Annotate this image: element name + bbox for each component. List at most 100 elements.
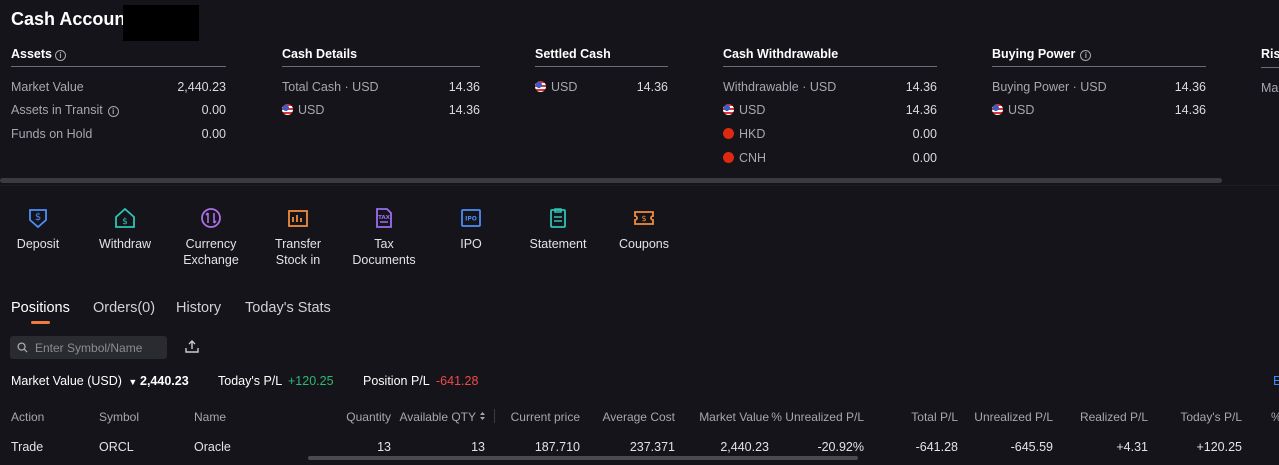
action-label: Deposit xyxy=(16,237,60,251)
col-total-pl[interactable]: Total P/L xyxy=(911,410,958,424)
col-market-value[interactable]: Market Value xyxy=(699,410,769,424)
cell-todays-pl: +120.25 xyxy=(1196,440,1242,454)
position-pl-value: -641.28 xyxy=(436,374,479,388)
transfer-stock-icon xyxy=(288,210,308,227)
action-label: Stock in xyxy=(275,253,321,267)
hk-flag-icon xyxy=(723,128,734,139)
risk-row-label: Mar xyxy=(1261,81,1279,95)
page-title: Cash Account xyxy=(11,9,132,29)
col-pct-unrealized[interactable]: % Unrealized P/L xyxy=(771,410,864,424)
search-box[interactable] xyxy=(10,336,167,359)
ipo-button[interactable]: IPO IPO xyxy=(428,206,514,252)
buying-power-row-label: USD xyxy=(1008,103,1035,117)
risk-section-clipped: Risk Mar xyxy=(1261,47,1279,157)
action-label: Statement xyxy=(529,237,587,251)
deposit-icon: $ xyxy=(29,209,47,229)
market-value-summary[interactable]: Market Value (USD) ▼ xyxy=(11,374,137,388)
tax-documents-button[interactable]: TAX Tax Documents xyxy=(341,206,427,268)
active-tab-indicator xyxy=(31,321,50,324)
deposit-button[interactable]: $ Deposit xyxy=(0,206,81,252)
withdraw-icon: $ xyxy=(115,207,135,228)
svg-text:$: $ xyxy=(641,214,646,223)
trade-link[interactable]: Trade xyxy=(11,440,44,454)
cash-details-row-label: USD xyxy=(298,103,325,117)
column-divider xyxy=(494,409,495,423)
horizontal-scrollbar[interactable] xyxy=(0,178,1222,183)
export-icon[interactable] xyxy=(185,340,199,354)
cn-flag-icon xyxy=(723,152,734,163)
assets-row-label: Assets in Transit xyxy=(11,103,103,117)
cash-withdrawable-heading: Cash Withdrawable xyxy=(723,47,839,61)
cell-quantity: 13 xyxy=(377,440,391,454)
assets-row-label: Market Value xyxy=(11,80,84,94)
statement-button[interactable]: Statement xyxy=(515,206,601,252)
divider xyxy=(535,66,668,67)
search-input[interactable] xyxy=(35,339,163,356)
cell-symbol: ORCL xyxy=(99,440,134,454)
market-value-label: Market Value (USD) xyxy=(11,374,122,388)
divider xyxy=(723,66,937,67)
col-unrealized-pl[interactable]: Unrealized P/L xyxy=(974,410,1053,424)
info-icon[interactable]: i xyxy=(107,106,119,117)
info-icon[interactable]: i xyxy=(55,50,66,61)
col-realized-pl[interactable]: Realized P/L xyxy=(1079,410,1148,424)
action-label: Documents xyxy=(352,253,416,267)
settled-cash-heading: Settled Cash xyxy=(535,47,611,61)
withdrawable-row-value: 14.36 xyxy=(905,103,937,117)
svg-text:$: $ xyxy=(122,217,128,227)
divider xyxy=(282,66,480,67)
edit-link[interactable]: E xyxy=(1273,374,1279,388)
cell-total-pl: -641.28 xyxy=(915,440,958,454)
col-pct-clipped: % xyxy=(1271,410,1279,424)
withdrawable-row-label: USD xyxy=(739,103,766,117)
table-horizontal-scrollbar[interactable] xyxy=(308,456,858,460)
withdrawable-row-label: CNH xyxy=(739,151,767,165)
redacted-account-id xyxy=(123,5,199,41)
currency-exchange-button[interactable]: Currency Exchange xyxy=(168,206,254,268)
us-flag-icon xyxy=(723,104,734,115)
svg-text:$: $ xyxy=(35,212,41,223)
withdraw-button[interactable]: $ Withdraw xyxy=(82,206,168,252)
col-todays-pl[interactable]: Today's P/L xyxy=(1180,410,1242,424)
cash-details-row-value: 14.36 xyxy=(448,103,480,117)
cell-current-price: 187.710 xyxy=(534,440,580,454)
settled-cash-row-value: 14.36 xyxy=(636,80,668,94)
coupons-icon: $ xyxy=(634,211,654,225)
col-available-qty[interactable]: Available QTY xyxy=(399,410,476,424)
buying-power-heading: Buying Power i xyxy=(992,47,1092,61)
action-label: Withdraw xyxy=(98,237,152,251)
cell-realized-pl: +4.31 xyxy=(1116,440,1148,454)
coupons-button[interactable]: $ Coupons xyxy=(601,206,687,252)
buying-power-row-value: 14.36 xyxy=(1174,103,1206,117)
col-symbol: Symbol xyxy=(99,410,140,424)
svg-text:IPO: IPO xyxy=(465,216,477,223)
col-quantity[interactable]: Quantity xyxy=(346,410,391,424)
todays-pl-label: Today's P/L xyxy=(218,374,283,388)
buying-power-row-label: Buying Power · USD xyxy=(992,80,1107,94)
transfer-stock-in-button[interactable]: Transfer Stock in xyxy=(255,206,341,268)
cell-name: Oracle xyxy=(194,440,231,454)
tab-orders[interactable]: Orders(0) xyxy=(93,300,156,316)
tab-history[interactable]: History xyxy=(176,300,222,316)
withdrawable-row-value: 14.36 xyxy=(905,80,937,94)
market-value-amount: 2,440.23 xyxy=(140,374,189,388)
col-current-price[interactable]: Current price xyxy=(510,410,580,424)
divider xyxy=(11,66,226,67)
buying-power-row-value: 14.36 xyxy=(1174,80,1206,94)
settled-cash-usd-row: USD xyxy=(535,80,577,94)
info-icon[interactable]: i xyxy=(1080,50,1092,61)
col-average-cost[interactable]: Average Cost xyxy=(602,410,676,424)
caret-down-icon[interactable]: ▼ xyxy=(128,377,138,387)
tab-positions[interactable]: Positions xyxy=(11,300,70,316)
cell-average-cost: 237.371 xyxy=(629,440,675,454)
cash-details-row-value: 14.36 xyxy=(448,80,480,94)
sort-icon[interactable] xyxy=(479,411,486,421)
buying-power-heading-label: Buying Power xyxy=(992,47,1076,61)
action-label: Transfer xyxy=(274,237,322,251)
tab-todays-stats[interactable]: Today's Stats xyxy=(245,300,331,316)
settled-cash-row-label: USD xyxy=(551,80,578,94)
cell-pct-unrealized: -20.92% xyxy=(817,440,864,454)
us-flag-icon xyxy=(282,104,293,115)
cash-details-row-label: Total Cash · USD xyxy=(282,80,379,94)
us-flag-icon xyxy=(535,81,546,92)
